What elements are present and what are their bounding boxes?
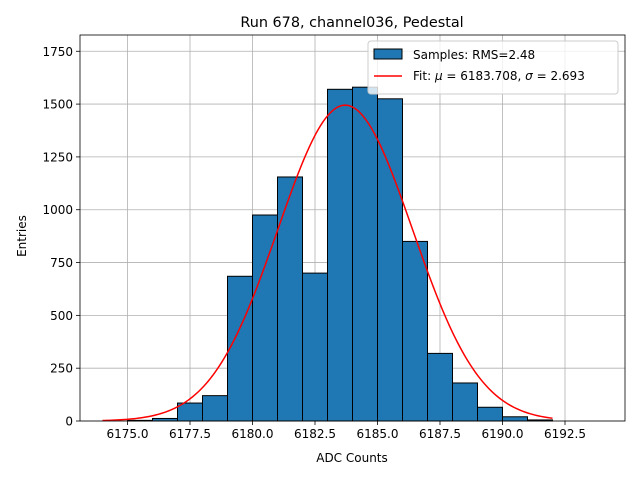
y-tick-label: 1750: [42, 45, 73, 59]
histogram-bar: [227, 275, 253, 422]
x-tick-label: 6187.5: [419, 427, 461, 441]
legend-fit-sigma-value: 2.693: [550, 69, 584, 83]
histogram-bars: [127, 86, 553, 422]
legend-fit-sigma-symbol: σ: [525, 69, 533, 83]
legend-fit-prefix: Fit:: [413, 69, 435, 83]
y-tick-label: 1500: [42, 98, 73, 112]
x-tick-label: 6190.0: [482, 427, 524, 441]
legend-fit-mu-symbol: μ: [434, 69, 443, 83]
histogram-bar: [477, 406, 503, 422]
histogram-bar: [327, 88, 353, 422]
histogram-bar: [402, 240, 428, 422]
x-axis-label: ADC Counts: [316, 451, 388, 465]
chart-title: Run 678, channel036, Pedestal: [240, 15, 463, 31]
y-axis-ticks: 0 250 500 750 1000 1250 1500 1750: [42, 45, 80, 429]
histogram-bar: [277, 176, 303, 422]
histogram-bar: [202, 395, 228, 422]
y-tick-label: 1250: [42, 150, 73, 164]
histogram-bar: [252, 214, 278, 422]
histogram-bar: [302, 272, 328, 422]
x-tick-label: 6192.5: [544, 427, 586, 441]
legend-box: [367, 40, 619, 95]
y-tick-label: 750: [50, 256, 73, 270]
axes-frame: [79, 34, 626, 422]
legend-samples-label: Samples: RMS=2.48: [413, 48, 535, 62]
y-tick-label: 250: [50, 362, 73, 376]
y-axis-label: Entries: [15, 215, 29, 257]
y-tick-label: 1000: [42, 203, 73, 217]
y-tick-label: 500: [50, 309, 73, 323]
x-tick-label: 6175.0: [107, 427, 149, 441]
x-tick-label: 6182.5: [294, 427, 336, 441]
x-tick-label: 6180.0: [232, 427, 274, 441]
x-axis-ticks: 6175.0 6177.5 6180.0 6182.5 6185.0 6187.5 6190…: [107, 421, 586, 441]
x-tick-label: 6185.0: [357, 427, 399, 441]
legend: Samples: RMS=2.48 Fit: μ = 6183.708, σ =…: [367, 40, 619, 95]
histogram-bar: [352, 86, 378, 422]
legend-fit-mu-value: 6183.708: [460, 69, 517, 83]
fit-curve-layer: [102, 104, 553, 422]
fit-curve: [102, 104, 553, 422]
histogram-bar: [452, 382, 478, 422]
histogram-bar: [177, 402, 203, 422]
y-tick-label: 0: [65, 415, 73, 429]
histogram-bar: [427, 352, 453, 422]
legend-samples-patch: [373, 48, 403, 60]
x-tick-label: 6177.5: [169, 427, 211, 441]
histogram-bar: [502, 416, 528, 422]
legend-fit-label: Fit: μ = 6183.708, σ = 2.693: [413, 69, 585, 83]
